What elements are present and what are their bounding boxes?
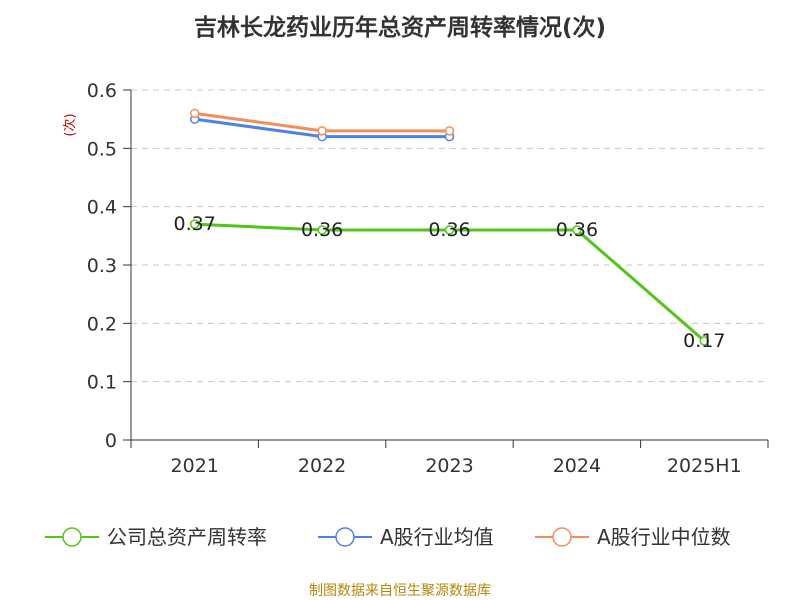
data-label: 0.17 <box>683 330 725 352</box>
series-layer <box>189 108 710 346</box>
axes: 0 0.1 0.2 0.3 0.4 0.5 0.6 2021 2022 2023 2024 2025H… <box>87 80 769 477</box>
data-label: 0.36 <box>301 219 343 241</box>
data-label: 0.36 <box>556 219 598 241</box>
y-tick-label: 0.4 <box>87 197 117 219</box>
legend-label: 公司总资产周转率 <box>107 525 267 549</box>
grid-lines <box>131 89 768 383</box>
data-label: 0.37 <box>174 213 216 235</box>
data-point <box>699 336 710 346</box>
legend: 公司总资产周转率 A股行业均值 A股行业中位数 <box>45 525 731 549</box>
y-tick-label: 0.2 <box>87 313 117 335</box>
y-tick-label: 0.3 <box>87 255 117 277</box>
y-tick-label: 0.5 <box>87 138 117 160</box>
x-tick-label: 2022 <box>298 455 346 477</box>
legend-marker <box>62 527 82 547</box>
data-point <box>444 225 455 235</box>
y-tick-label: 0.1 <box>87 372 117 394</box>
legend-label: A股行业均值 <box>380 525 494 549</box>
data-point <box>317 126 327 136</box>
y-axis-label: (次) <box>62 113 78 136</box>
legend-label: A股行业中位数 <box>597 525 731 549</box>
chart-title: 吉林长龙药业历年总资产周转率情况(次) <box>194 14 606 41</box>
data-point <box>189 108 200 119</box>
y-tick-label: 0 <box>105 430 117 452</box>
source-note: 制图数据来自恒生聚源数据库 <box>309 583 491 599</box>
legend-marker <box>552 527 572 547</box>
y-tick-label: 0.6 <box>87 80 117 102</box>
x-tick-label: 2023 <box>425 455 473 477</box>
data-point <box>317 225 327 235</box>
data-point <box>189 219 200 229</box>
data-point <box>444 126 455 136</box>
data-labels: 0.37 0.36 0.36 0.36 0.17 <box>174 213 726 352</box>
data-point <box>572 225 582 235</box>
legend-marker <box>335 527 355 547</box>
x-tick-label: 2025H1 <box>667 455 742 477</box>
data-label: 0.36 <box>428 219 470 241</box>
x-tick-label: 2024 <box>553 455 601 477</box>
x-tick-label: 2021 <box>171 455 219 477</box>
